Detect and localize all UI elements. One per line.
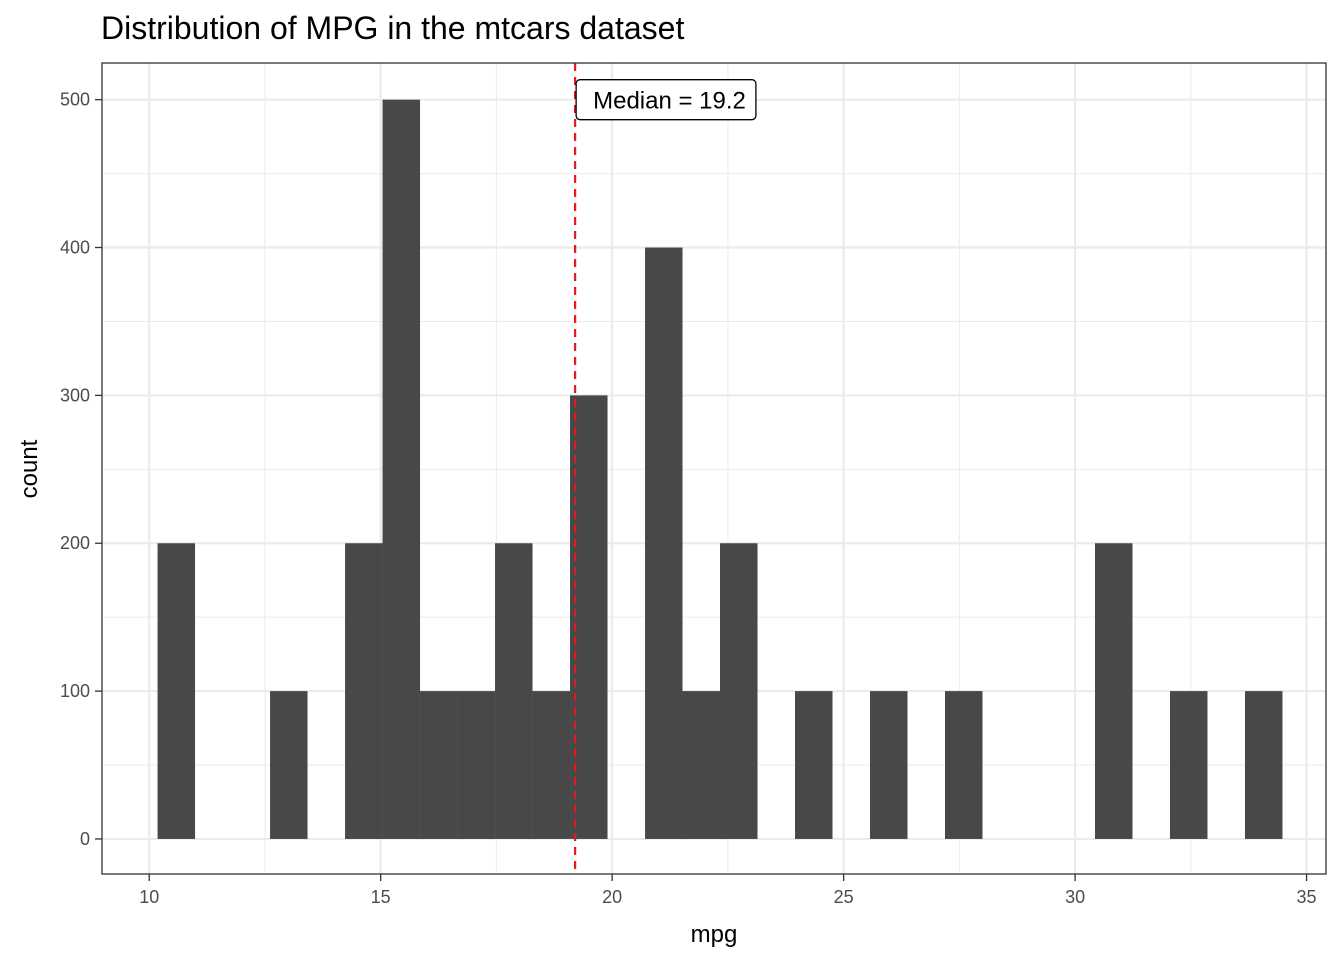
histogram-bar	[457, 691, 496, 839]
y-axis-title: count	[16, 439, 43, 498]
y-tick-label: 100	[60, 681, 90, 701]
y-axis: 0 100 200 300 400 500	[60, 90, 102, 849]
median-annotation-text: Median = 19.2	[593, 88, 746, 115]
x-tick-label: 20	[602, 887, 622, 907]
y-tick-label: 200	[60, 533, 90, 553]
histogram-bar	[570, 395, 608, 839]
x-tick-label: 10	[139, 887, 159, 907]
y-tick-label: 300	[60, 385, 90, 405]
y-tick-label: 0	[80, 829, 90, 849]
x-tick-label: 15	[371, 887, 391, 907]
histogram-bar	[1169, 691, 1208, 839]
histogram-bar	[532, 691, 571, 839]
x-tick-label: 25	[834, 887, 854, 907]
median-group: Median = 19.2	[574, 63, 757, 874]
histogram-bar	[270, 691, 308, 839]
y-tick-label: 400	[60, 238, 90, 258]
histogram-bar	[645, 247, 683, 839]
bars	[157, 99, 1283, 839]
histogram-bar	[157, 543, 196, 839]
panel-border	[101, 62, 1327, 875]
histogram-bar	[420, 691, 458, 839]
x-axis-title: mpg	[691, 921, 738, 948]
histogram-bar	[870, 691, 908, 839]
histogram-bar	[682, 691, 721, 839]
histogram-bar	[495, 543, 533, 839]
histogram-bar	[382, 99, 421, 839]
histogram-bar	[1244, 691, 1283, 839]
histogram-bar	[945, 691, 983, 839]
y-tick-label: 500	[60, 90, 90, 110]
x-axis: 10 15 20 25 30 35	[139, 874, 1317, 907]
histogram-bar	[795, 691, 833, 839]
histogram-bar	[720, 543, 758, 839]
x-tick-label: 35	[1297, 887, 1317, 907]
histogram-bar	[345, 543, 383, 839]
histogram-bar	[1094, 543, 1133, 839]
chart-title: Distribution of MPG in the mtcars datase…	[101, 10, 684, 46]
median-annotation-box	[575, 79, 757, 121]
x-tick-label: 30	[1065, 887, 1085, 907]
